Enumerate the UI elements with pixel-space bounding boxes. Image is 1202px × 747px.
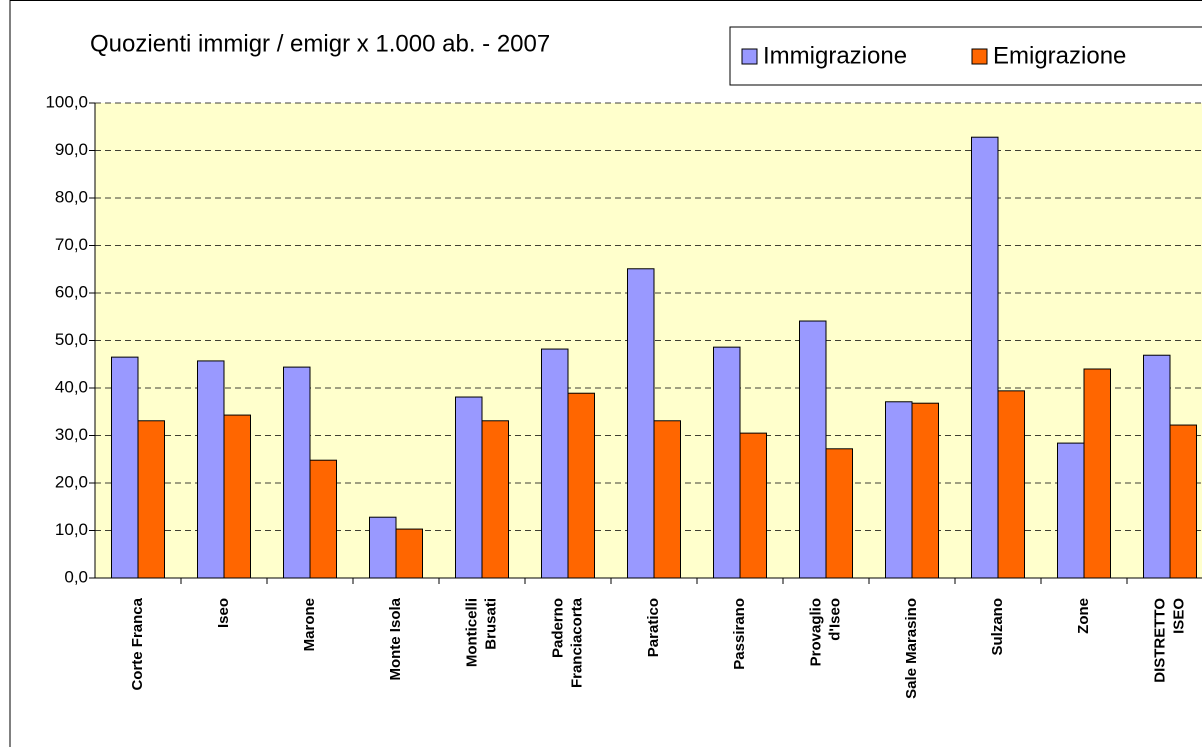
x-tick-label: Corte Franca xyxy=(129,597,146,690)
bar xyxy=(997,390,1025,579)
y-tick-label: 80,0 xyxy=(55,187,88,206)
legend-swatch xyxy=(971,48,988,65)
bar xyxy=(481,420,509,579)
bar xyxy=(197,360,225,579)
bar xyxy=(911,402,939,579)
bar xyxy=(739,432,767,579)
x-tick-label: Paderno xyxy=(549,598,566,658)
x-tick-label: Zone xyxy=(1075,598,1092,634)
bar xyxy=(309,459,337,579)
x-tick-label: DISTRETTO xyxy=(1151,598,1168,683)
legend-label: Immigrazione xyxy=(763,42,907,69)
bar xyxy=(713,346,741,579)
x-tick-label: Monte Isola xyxy=(387,597,404,680)
bar xyxy=(567,392,595,579)
y-tick-label: 70,0 xyxy=(55,235,88,254)
x-tick-label: Paratico xyxy=(645,598,662,657)
legend-swatch xyxy=(741,48,758,65)
bar xyxy=(283,366,311,579)
bar xyxy=(137,420,165,579)
x-tick-label: Sale Marasino xyxy=(903,598,920,699)
bar xyxy=(395,528,423,579)
x-tick-label: Passirano xyxy=(731,598,748,670)
bar xyxy=(627,268,655,579)
x-tick-label: d'Iseo xyxy=(826,598,843,641)
y-tick-label: 40,0 xyxy=(55,377,88,396)
bar xyxy=(369,516,397,579)
y-tick-label: 50,0 xyxy=(55,330,88,349)
bar xyxy=(541,348,569,579)
x-tick-label: Provaglio xyxy=(807,598,824,666)
x-tick-label: Sulzano xyxy=(989,598,1006,656)
x-tick-label: Monticelli xyxy=(463,598,480,667)
bar xyxy=(223,414,251,579)
bar xyxy=(455,396,483,579)
x-tick-label: Marone xyxy=(301,598,318,651)
bar xyxy=(1143,354,1171,579)
x-tick-label: Brusati xyxy=(482,598,499,650)
bar xyxy=(971,136,999,579)
bar xyxy=(1083,368,1111,579)
y-tick-label: 30,0 xyxy=(55,425,88,444)
bar xyxy=(653,420,681,579)
chart-title: Quozienti immigr / emigr x 1.000 ab. - 2… xyxy=(90,30,550,57)
bar xyxy=(885,401,913,579)
bar xyxy=(1057,442,1085,579)
bar xyxy=(111,356,139,579)
bar xyxy=(1169,424,1197,579)
y-tick-label: 0,0 xyxy=(64,567,88,586)
bar xyxy=(799,320,827,579)
y-tick-label: 20,0 xyxy=(55,472,88,491)
y-tick-label: 60,0 xyxy=(55,282,88,301)
x-tick-label: Franciacorta xyxy=(568,597,585,688)
x-tick-label: ISEO xyxy=(1170,598,1187,634)
y-tick-label: 100,0 xyxy=(45,92,88,111)
x-tick-label: Iseo xyxy=(215,598,232,628)
bar xyxy=(825,448,853,579)
legend-box xyxy=(729,26,1202,86)
legend-label: Emigrazione xyxy=(993,42,1126,69)
y-tick-label: 90,0 xyxy=(55,140,88,159)
y-tick-label: 10,0 xyxy=(55,520,88,539)
